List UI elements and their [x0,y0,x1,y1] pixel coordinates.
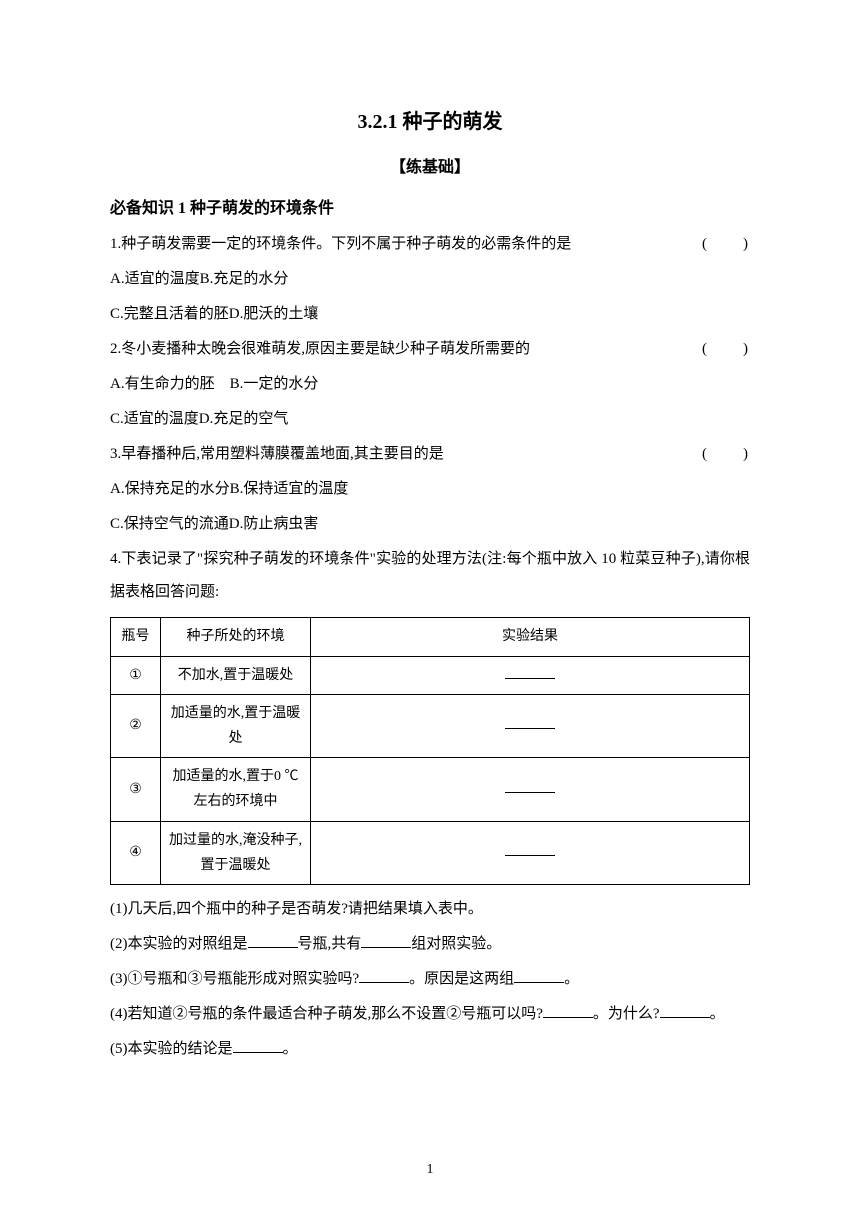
q4-sub3-a: (3)①号瓶和③号瓶能形成对照实验吗? [110,971,359,987]
question-2-text: 2.冬小麦播种太晚会很难萌发,原因主要是缺少种子萌发所需要的 [110,333,682,366]
row3-env: 加适量的水,置于0 ℃左右的环境中 [161,758,311,821]
row3-result [311,758,750,821]
q1-options-ab: A.适宜的温度B.充足的水分 [110,263,750,296]
row4-env: 加过量的水,淹没种子,置于温暖处 [161,821,311,884]
q3-options-ab: A.保持充足的水分B.保持适宜的温度 [110,473,750,506]
q4-sub3-c: 。 [564,971,579,987]
blank-result-4 [505,842,555,856]
table-header-row: 瓶号 种子所处的环境 实验结果 [111,618,750,656]
question-1: 1.种子萌发需要一定的环境条件。下列不属于种子萌发的必需条件的是 ( ) [110,228,750,261]
q4-sub2-b: 号瓶,共有 [298,936,362,952]
q4-sub4-c: 。 [710,1006,725,1022]
q4-sub3: (3)①号瓶和③号瓶能形成对照实验吗? 。原因是这两组 。 [110,963,750,996]
table-row-2: ② 加适量的水,置于温暖处 [111,694,750,757]
q3-options-cd: C.保持空气的流通D.防止病虫害 [110,508,750,541]
q2-options-ab: A.有生命力的胚 B.一定的水分 [110,368,750,401]
q1-options-cd: C.完整且活着的胚D.肥沃的土壤 [110,298,750,331]
q4-sub1: (1)几天后,四个瓶中的种子是否萌发?请把结果填入表中。 [110,893,750,926]
row4-result [311,821,750,884]
row3-num: ③ [111,758,161,821]
blank-result-1 [505,665,555,679]
table-row-3: ③ 加适量的水,置于0 ℃左右的环境中 [111,758,750,821]
q4-sub2-c: 组对照实验。 [411,936,501,952]
page-number: 1 [427,1155,434,1186]
question-1-text: 1.种子萌发需要一定的环境条件。下列不属于种子萌发的必需条件的是 [110,228,682,261]
row2-env: 加适量的水,置于温暖处 [161,694,311,757]
question-3-text: 3.早春播种后,常用塑料薄膜覆盖地面,其主要目的是 [110,438,682,471]
subtitle: 【练基础】 [110,150,750,185]
question-4-intro: 4.下表记录了"探究种子萌发的环境条件"实验的处理方法(注:每个瓶中放入 10 … [110,543,750,609]
blank-sub5-1 [233,1038,283,1053]
q4-sub2: (2)本实验的对照组是 号瓶,共有 组对照实验。 [110,928,750,961]
row4-num: ④ [111,821,161,884]
header-environment: 种子所处的环境 [161,618,311,656]
q4-sub5-a: (5)本实验的结论是 [110,1041,233,1057]
main-title: 3.2.1 种子的萌发 [110,100,750,144]
header-result: 实验结果 [311,618,750,656]
q2-options-cd: C.适宜的温度D.充足的空气 [110,403,750,436]
row1-env: 不加水,置于温暖处 [161,656,311,694]
blank-sub4-2 [660,1003,710,1018]
q4-sub3-b: 。原因是这两组 [409,971,514,987]
table-row-4: ④ 加过量的水,淹没种子,置于温暖处 [111,821,750,884]
answer-paren-1: ( ) [682,228,750,261]
blank-sub3-1 [359,968,409,983]
answer-paren-2: ( ) [682,333,750,366]
q4-sub2-a: (2)本实验的对照组是 [110,936,248,952]
blank-sub2-1 [248,933,298,948]
q4-sub5: (5)本实验的结论是 。 [110,1033,750,1066]
blank-sub2-2 [361,933,411,948]
blank-sub4-1 [543,1003,593,1018]
section-heading-1: 必备知识 1 种子萌发的环境条件 [110,191,750,226]
answer-paren-3: ( ) [682,438,750,471]
row1-num: ① [111,656,161,694]
row2-result [311,694,750,757]
question-3: 3.早春播种后,常用塑料薄膜覆盖地面,其主要目的是 ( ) [110,438,750,471]
blank-result-2 [505,715,555,729]
header-bottle-num: 瓶号 [111,618,161,656]
q4-sub4-b: 。为什么? [593,1006,660,1022]
row1-result [311,656,750,694]
row2-num: ② [111,694,161,757]
experiment-table: 瓶号 种子所处的环境 实验结果 ① 不加水,置于温暖处 ② 加适量的水,置于温暖… [110,617,750,885]
q4-sub4-a: (4)若知道②号瓶的条件最适合种子萌发,那么不设置②号瓶可以吗? [110,1006,543,1022]
q4-sub4: (4)若知道②号瓶的条件最适合种子萌发,那么不设置②号瓶可以吗? 。为什么? 。 [110,998,750,1031]
blank-result-3 [505,779,555,793]
table-row-1: ① 不加水,置于温暖处 [111,656,750,694]
q4-sub5-b: 。 [283,1041,298,1057]
question-2: 2.冬小麦播种太晚会很难萌发,原因主要是缺少种子萌发所需要的 ( ) [110,333,750,366]
blank-sub3-2 [514,968,564,983]
